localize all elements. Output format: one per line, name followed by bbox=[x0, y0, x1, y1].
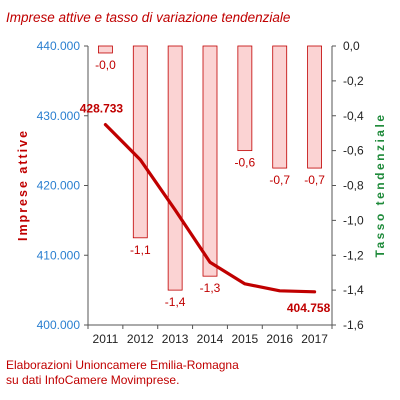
bar bbox=[272, 45, 288, 169]
axes bbox=[84, 45, 336, 329]
right-tick-label: -0,6 bbox=[343, 144, 364, 158]
line-series bbox=[103, 122, 317, 294]
line-data-label: 428.733 bbox=[80, 102, 124, 116]
right-tick-label: 0,0 bbox=[343, 39, 360, 53]
bar-data-label: -1,3 bbox=[200, 281, 221, 295]
right-tick-label: -1,2 bbox=[343, 248, 364, 262]
bar bbox=[167, 45, 183, 291]
left-tick-label: 400.000 bbox=[37, 318, 81, 332]
bar bbox=[202, 45, 218, 277]
tick-labels: 400.000 410.000 420.000 430.000 440.000 0,0 -0… bbox=[37, 39, 364, 346]
bar bbox=[237, 45, 253, 152]
left-tick-label: 430.000 bbox=[37, 109, 81, 123]
bar-series bbox=[98, 45, 322, 291]
right-tick-label: -1,4 bbox=[343, 283, 364, 297]
x-tick-label: 2013 bbox=[162, 332, 189, 346]
left-tick-label: 420.000 bbox=[37, 179, 81, 193]
right-tick-label: -1,0 bbox=[343, 213, 364, 227]
bar-data-label: -1,1 bbox=[130, 243, 151, 257]
right-tick-label: -0,4 bbox=[343, 109, 364, 123]
x-tick-label: 2012 bbox=[127, 332, 154, 346]
left-tick-label: 440.000 bbox=[37, 39, 81, 53]
footnote-line-1: Elaborazioni Unioncamere Emilia-Romagna bbox=[6, 358, 239, 372]
imprese-attive-line bbox=[103, 122, 317, 294]
bar bbox=[132, 45, 148, 239]
left-tick-label: 410.000 bbox=[37, 248, 81, 262]
x-tick-label: 2011 bbox=[93, 332, 119, 346]
data-labels: -0,0 -1,1 -1,4 -1,3 -0,6 -0,7 -0,7 428.733 404.7… bbox=[80, 58, 331, 315]
footnote-line-2: su dati InfoCamere Movimprese. bbox=[6, 373, 179, 387]
chart-title: Imprese attive e tasso di variazione ten… bbox=[6, 10, 290, 25]
bar-data-label: -1,4 bbox=[165, 295, 186, 309]
bar bbox=[98, 45, 113, 54]
bar-data-label: -0,7 bbox=[269, 173, 290, 187]
bar bbox=[307, 45, 322, 169]
x-tick-label: 2015 bbox=[232, 332, 259, 346]
bar-data-label: -0,0 bbox=[95, 58, 116, 72]
x-tick-label: 2016 bbox=[266, 332, 293, 346]
left-axis-title: Imprese attive bbox=[16, 129, 30, 241]
x-tick-label: 2017 bbox=[301, 332, 328, 346]
right-tick-label: -1,6 bbox=[343, 318, 364, 332]
line-data-label: 404.758 bbox=[287, 301, 331, 315]
x-tick-label: 2014 bbox=[197, 332, 224, 346]
bar-data-label: -0,7 bbox=[304, 173, 325, 187]
bar-data-label: -0,6 bbox=[235, 156, 256, 170]
right-tick-label: -0,8 bbox=[343, 179, 364, 193]
right-tick-label: -0,2 bbox=[343, 74, 364, 88]
right-axis-title: Tasso tendenziale bbox=[373, 113, 387, 258]
